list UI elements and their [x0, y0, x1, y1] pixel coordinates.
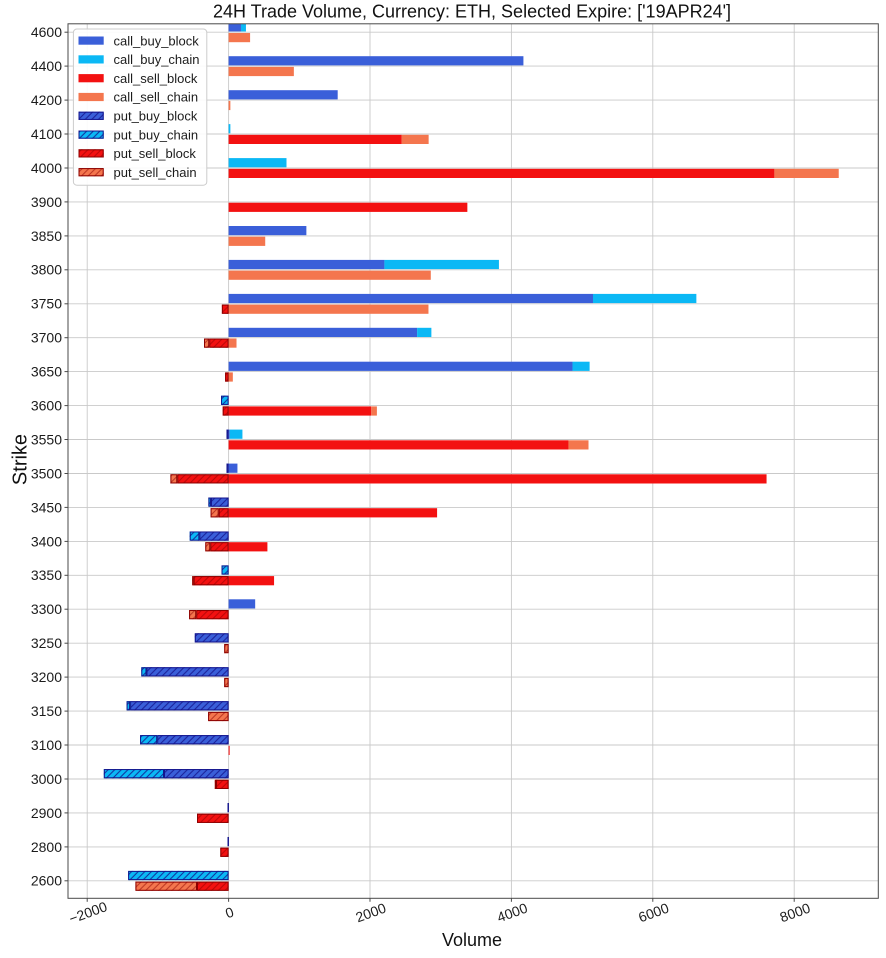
svg-text:4000: 4000: [31, 160, 62, 176]
svg-text:3850: 3850: [31, 228, 62, 244]
svg-text:3750: 3750: [31, 296, 62, 312]
svg-text:3650: 3650: [31, 364, 62, 380]
svg-text:Volume: Volume: [442, 930, 502, 950]
svg-text:3900: 3900: [31, 194, 62, 210]
svg-text:3700: 3700: [31, 330, 62, 346]
svg-text:4200: 4200: [31, 92, 62, 108]
svg-text:2800: 2800: [31, 839, 62, 855]
svg-text:put_sell_chain: put_sell_chain: [114, 165, 197, 180]
svg-text:2900: 2900: [31, 805, 62, 821]
svg-text:call_buy_chain: call_buy_chain: [114, 52, 200, 67]
svg-text:3500: 3500: [31, 465, 62, 481]
svg-text:put_buy_block: put_buy_block: [114, 109, 198, 124]
svg-text:call_buy_block: call_buy_block: [114, 33, 200, 48]
svg-text:3300: 3300: [31, 601, 62, 617]
svg-text:4400: 4400: [31, 58, 62, 74]
svg-text:3350: 3350: [31, 567, 62, 583]
svg-text:4100: 4100: [31, 126, 62, 142]
svg-text:3000: 3000: [31, 771, 62, 787]
svg-text:Strike: Strike: [10, 434, 32, 485]
svg-text:3100: 3100: [31, 737, 62, 753]
svg-text:call_sell_block: call_sell_block: [114, 71, 198, 86]
svg-text:3600: 3600: [31, 398, 62, 414]
svg-text:3200: 3200: [31, 669, 62, 685]
svg-text:24H Trade Volume, Currency: ET: 24H Trade Volume, Currency: ETH, Selecte…: [213, 2, 731, 22]
svg-text:4600: 4600: [31, 24, 62, 40]
svg-text:3550: 3550: [31, 431, 62, 447]
svg-text:put_sell_block: put_sell_block: [114, 146, 197, 161]
svg-text:3250: 3250: [31, 635, 62, 651]
svg-text:3150: 3150: [31, 703, 62, 719]
svg-text:2600: 2600: [31, 873, 62, 889]
svg-text:3450: 3450: [31, 499, 62, 515]
svg-text:call_sell_chain: call_sell_chain: [114, 90, 199, 105]
svg-text:3800: 3800: [31, 262, 62, 278]
svg-text:3400: 3400: [31, 533, 62, 549]
svg-text:put_buy_chain: put_buy_chain: [114, 127, 199, 142]
